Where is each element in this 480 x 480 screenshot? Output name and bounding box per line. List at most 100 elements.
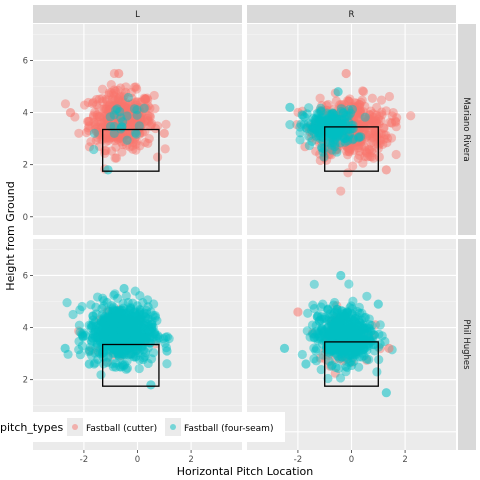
data-point	[347, 309, 357, 320]
data-point	[133, 328, 143, 338]
data-point	[104, 112, 115, 122]
data-point	[343, 131, 353, 142]
data-point	[334, 328, 345, 338]
data-point	[337, 123, 347, 133]
data-point	[125, 343, 135, 353]
data-point	[304, 103, 314, 113]
data-point	[94, 130, 104, 140]
data-point	[137, 341, 147, 351]
data-point	[391, 149, 401, 160]
data-point	[159, 128, 169, 139]
data-point	[100, 313, 110, 324]
data-point	[348, 347, 358, 358]
data-point	[335, 116, 345, 127]
data-point	[83, 123, 93, 133]
data-point	[335, 314, 345, 324]
data-point	[343, 134, 353, 144]
data-point	[129, 338, 139, 348]
data-point	[360, 101, 370, 111]
data-point	[371, 116, 381, 126]
data-point	[338, 322, 348, 332]
data-point	[313, 127, 323, 137]
data-point	[115, 97, 125, 107]
data-point	[116, 309, 126, 319]
data-point	[107, 108, 117, 118]
data-point	[138, 354, 148, 365]
data-point	[129, 352, 139, 362]
data-point	[336, 305, 346, 316]
data-point	[342, 343, 352, 353]
data-point	[131, 120, 141, 130]
data-point	[134, 113, 145, 123]
data-point	[334, 347, 345, 357]
data-point	[337, 338, 347, 348]
data-point	[91, 124, 101, 134]
data-point	[314, 315, 324, 326]
data-point	[335, 123, 346, 133]
data-point	[363, 130, 373, 140]
data-point	[114, 312, 124, 323]
data-point	[100, 323, 110, 333]
data-point	[311, 122, 321, 132]
data-point	[315, 333, 325, 343]
data-point	[140, 320, 150, 331]
data-point	[108, 310, 118, 320]
data-point	[103, 351, 113, 361]
data-point	[334, 333, 344, 344]
data-point	[316, 121, 326, 131]
data-point	[342, 317, 353, 328]
data-point	[117, 341, 127, 351]
data-point	[119, 326, 130, 336]
data-point	[317, 117, 327, 127]
data-point	[119, 341, 129, 351]
data-point	[344, 96, 354, 106]
data-point	[128, 311, 138, 322]
data-point	[346, 322, 356, 332]
data-point	[113, 103, 123, 113]
data-point	[121, 336, 131, 346]
data-point	[130, 133, 140, 143]
data-point	[350, 318, 360, 328]
data-point	[326, 324, 336, 335]
data-point	[350, 317, 360, 327]
data-point	[335, 121, 345, 131]
data-point	[101, 326, 111, 336]
data-point	[325, 128, 335, 139]
data-point	[113, 319, 123, 329]
data-point	[125, 306, 135, 316]
data-point	[107, 328, 118, 338]
data-point	[328, 130, 338, 140]
data-point	[136, 314, 146, 324]
data-point	[344, 358, 354, 368]
data-point	[132, 331, 142, 341]
data-point	[332, 304, 342, 314]
data-point	[117, 129, 127, 139]
data-point	[130, 335, 140, 345]
data-point	[112, 319, 122, 329]
data-point	[341, 126, 352, 136]
data-point	[338, 332, 349, 343]
data-point	[126, 112, 136, 122]
data-point	[330, 139, 340, 149]
data-point	[346, 120, 357, 131]
data-point	[320, 117, 330, 128]
data-point	[331, 114, 341, 124]
data-point	[83, 116, 94, 126]
data-point	[106, 345, 116, 355]
data-point	[335, 317, 345, 327]
data-point	[369, 330, 380, 340]
data-point	[119, 326, 130, 336]
data-point	[300, 142, 310, 152]
data-point	[331, 329, 342, 339]
data-point	[336, 104, 346, 114]
data-point	[139, 103, 149, 113]
data-point	[113, 336, 123, 346]
data-point	[306, 119, 316, 130]
data-point	[106, 88, 116, 98]
data-point	[86, 323, 96, 333]
data-point	[120, 312, 131, 322]
data-point	[355, 100, 365, 110]
data-point	[140, 318, 151, 328]
data-point	[321, 105, 331, 115]
data-point	[341, 337, 351, 348]
